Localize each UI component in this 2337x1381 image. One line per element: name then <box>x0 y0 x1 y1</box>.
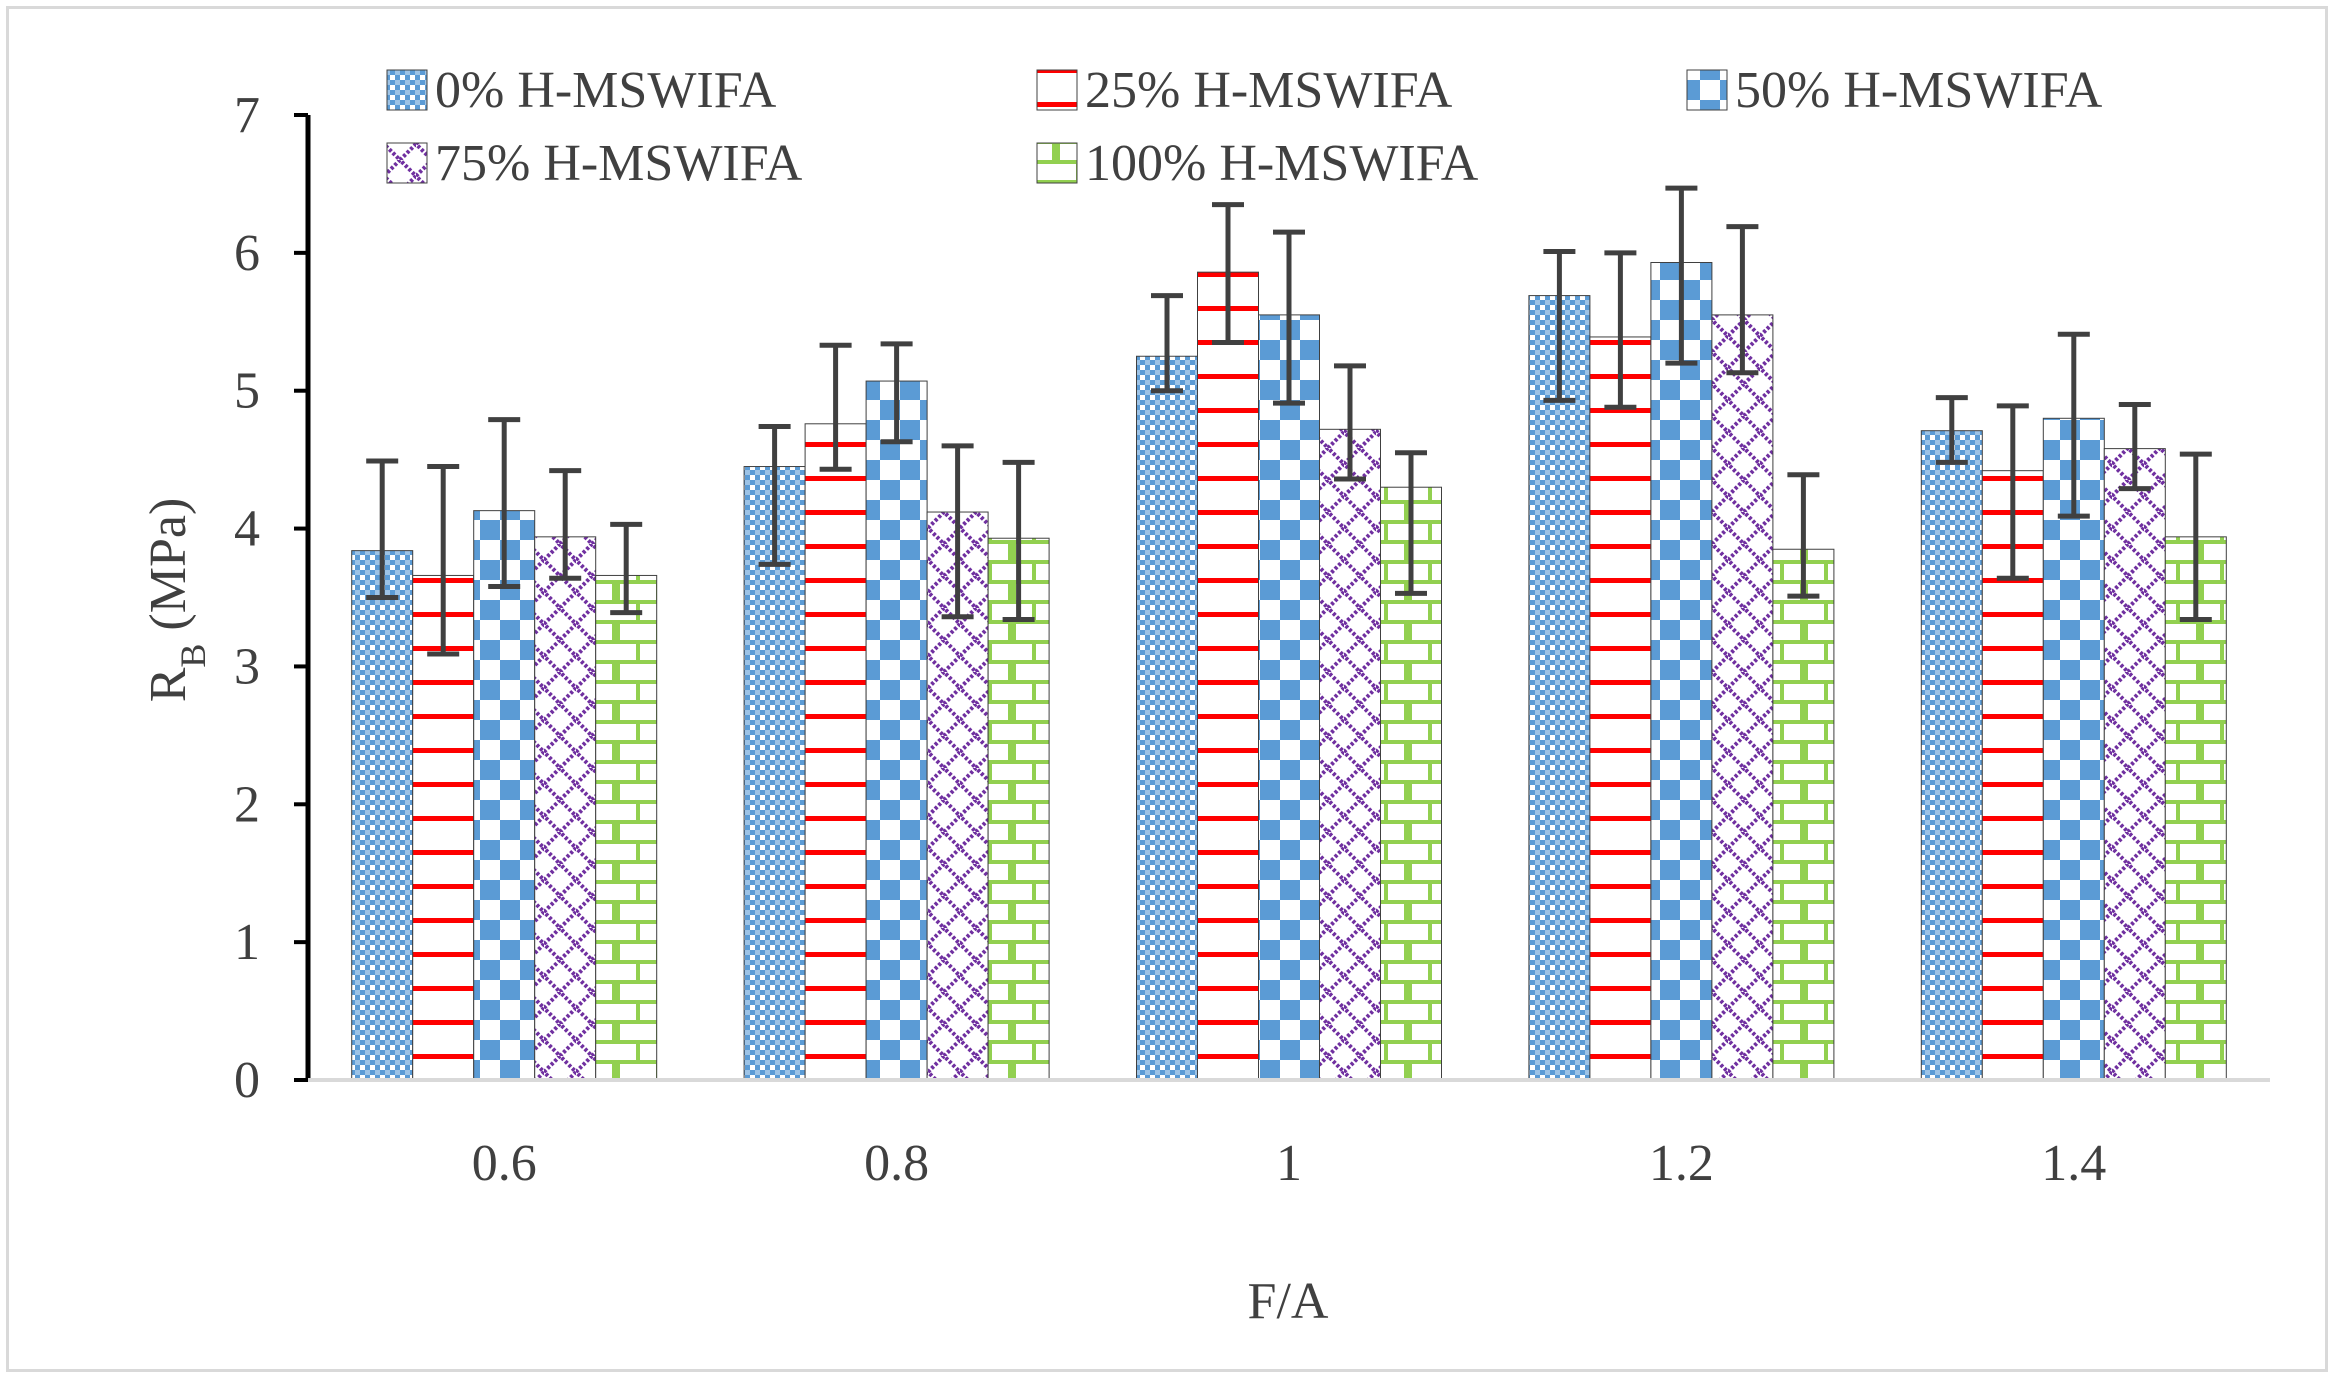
legend-item: 50% H-MSWIFA <box>1686 62 2103 119</box>
bar-75-h-mswifa-0.6 <box>534 536 597 1081</box>
x-tick-label: 0.8 <box>864 1135 929 1192</box>
legend-label: 100% H-MSWIFA <box>1085 135 1479 192</box>
legend-item: 75% H-MSWIFA <box>386 135 803 192</box>
legend: 0% H-MSWIFA 25% H-MSWIFA 50% H-MSWIFA 75% H… <box>386 62 2103 192</box>
axis-lines <box>294 113 2270 1082</box>
error-bar <box>758 424 791 567</box>
chart-frame <box>6 6 2328 1372</box>
error-bar <box>941 443 974 620</box>
bar-100-h-mswifa-1.2 <box>1772 548 1835 1081</box>
y-tick-label: 1 <box>234 914 260 971</box>
legend-label: 25% H-MSWIFA <box>1085 62 1453 119</box>
bar-75-h-mswifa-1.2 <box>1711 314 1774 1081</box>
bar-50-h-mswifa-1 <box>1258 314 1320 1081</box>
x-axis-title: F/A <box>1248 1273 1329 1330</box>
error-bar <box>549 468 582 581</box>
error-bar <box>819 342 852 472</box>
y-axis-title: RB (MPa) <box>140 498 213 703</box>
y-tick-label: 6 <box>234 225 260 282</box>
bar-50-h-mswifa-0.8 <box>865 380 928 1081</box>
error-bar <box>1212 202 1244 345</box>
error-bar <box>610 521 643 616</box>
bar-0-h-mswifa-0.8 <box>743 466 806 1081</box>
bar-50-h-mswifa-1.4 <box>2042 417 2105 1081</box>
error-bar <box>1787 472 1820 599</box>
bar-75-h-mswifa-1.4 <box>2103 448 2166 1081</box>
error-bar <box>1543 248 1576 403</box>
bar-0-h-mswifa-1 <box>1136 355 1198 1081</box>
error-bar <box>1334 363 1366 482</box>
legend-swatch <box>386 142 428 184</box>
x-tick-label: 1.2 <box>1649 1135 1714 1192</box>
legend-item: 25% H-MSWIFA <box>1036 62 1453 119</box>
bar-75-h-mswifa-1 <box>1319 428 1381 1081</box>
error-bar <box>1395 450 1427 596</box>
legend-swatch <box>1036 142 1078 184</box>
legend-swatch <box>1686 69 1728 111</box>
x-tick-label: 1 <box>1276 1135 1302 1192</box>
y-tick-label: 0 <box>234 1052 260 1109</box>
legend-item: 100% H-MSWIFA <box>1036 135 1479 192</box>
bar-25-h-mswifa-0.6 <box>412 574 475 1081</box>
bar-0-h-mswifa-0.6 <box>351 550 414 1081</box>
bars-group <box>351 262 2227 1081</box>
x-tick-labels: 0.6 0.8 1 1.2 1.4 <box>472 1135 2107 1192</box>
y-tick-label: 3 <box>234 638 260 695</box>
x-tick-label: 1.4 <box>2041 1135 2106 1192</box>
error-bar <box>1996 403 2029 581</box>
y-tick-labels: 0 1 2 3 4 5 6 7 <box>234 87 260 1109</box>
y-tick-label: 7 <box>234 87 260 144</box>
y-tick-label: 2 <box>234 776 260 833</box>
bar-50-h-mswifa-0.6 <box>473 510 536 1081</box>
bar-25-h-mswifa-1 <box>1197 271 1259 1081</box>
error-bar <box>488 417 521 589</box>
error-bar <box>880 341 913 445</box>
legend-swatch <box>386 69 428 111</box>
bar-25-h-mswifa-1.2 <box>1589 336 1652 1081</box>
legend-item: 0% H-MSWIFA <box>386 62 777 119</box>
bar-0-h-mswifa-1.4 <box>1920 430 1983 1081</box>
error-bar <box>1273 229 1305 406</box>
error-bar <box>1726 224 1759 376</box>
error-bar <box>2057 331 2090 519</box>
bar-50-h-mswifa-1.2 <box>1650 262 1713 1081</box>
bar-100-h-mswifa-0.6 <box>595 574 658 1081</box>
error-bars-group <box>366 185 2212 657</box>
y-tick-label: 4 <box>234 501 260 558</box>
error-bar <box>366 458 399 600</box>
x-tick-label: 0.6 <box>472 1135 537 1192</box>
legend-swatch <box>1036 69 1078 111</box>
y-tick-label: 5 <box>234 363 260 420</box>
legend-label: 50% H-MSWIFA <box>1735 62 2103 119</box>
error-bar <box>1935 395 1968 465</box>
error-bar <box>1665 185 1698 366</box>
y-axis-title-sub: B <box>173 644 213 668</box>
legend-label: 0% H-MSWIFA <box>435 62 777 119</box>
bar-0-h-mswifa-1.2 <box>1528 295 1591 1081</box>
y-axis-title-unit: (MPa) <box>140 498 197 644</box>
error-bar <box>2118 402 2151 492</box>
error-bar <box>1151 293 1183 394</box>
error-bar <box>1604 250 1637 410</box>
error-bar <box>427 464 460 657</box>
y-axis-title-main: R <box>140 667 197 702</box>
bar-25-h-mswifa-0.8 <box>804 423 867 1081</box>
bar-100-h-mswifa-0.8 <box>987 537 1050 1081</box>
error-bar <box>1002 459 1035 623</box>
legend-label: 75% H-MSWIFA <box>435 135 803 192</box>
error-bar <box>2179 451 2212 623</box>
